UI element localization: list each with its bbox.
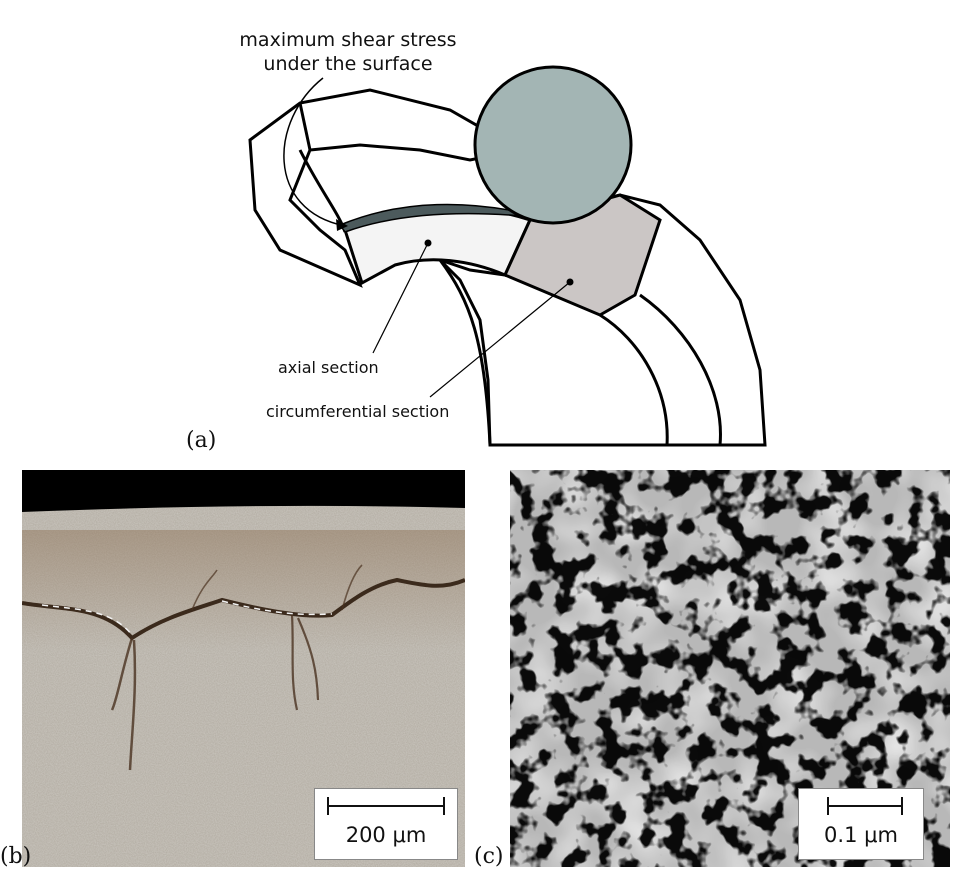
panel-b-label: (b)	[0, 844, 32, 869]
rolling-ball	[473, 65, 633, 225]
annotation-top-line1: maximum shear stress	[239, 29, 456, 51]
ring-groove-1	[599, 313, 669, 446]
axial-section-label: axial section	[278, 358, 379, 377]
panel-c-scale-text: 0.1 μm	[824, 823, 898, 847]
circumferential-leader-line	[429, 281, 571, 398]
ring-left-outer	[248, 88, 525, 288]
panel-c-micrograph: 0.1 μm	[510, 470, 950, 867]
circumferential-section-label: circumferential section	[266, 402, 449, 421]
panel-b-scale-bar	[327, 797, 445, 815]
axial-point	[424, 239, 432, 247]
axial-leader-line	[372, 242, 429, 354]
panel-c-label: (c)	[474, 844, 504, 869]
circumferential-point	[566, 278, 574, 286]
panel-c-scale-box: 0.1 μm	[798, 788, 924, 860]
arrow-head	[336, 219, 348, 231]
annotation-top-line2: under the surface	[263, 53, 432, 75]
circumferential-section-face	[502, 193, 662, 317]
ring-inner-edge	[438, 259, 492, 446]
panel-a-label: (a)	[186, 428, 216, 453]
shear-annotation-arrow	[283, 77, 346, 227]
panel-b-micrograph: 200 μm	[22, 470, 465, 867]
panel-b-scale-text: 200 μm	[345, 823, 427, 847]
mount-background	[22, 470, 465, 512]
ring-groove-2	[639, 293, 722, 446]
panel-b-scale-box: 200 μm	[314, 788, 458, 860]
panel-c-scale-bar	[827, 797, 903, 815]
